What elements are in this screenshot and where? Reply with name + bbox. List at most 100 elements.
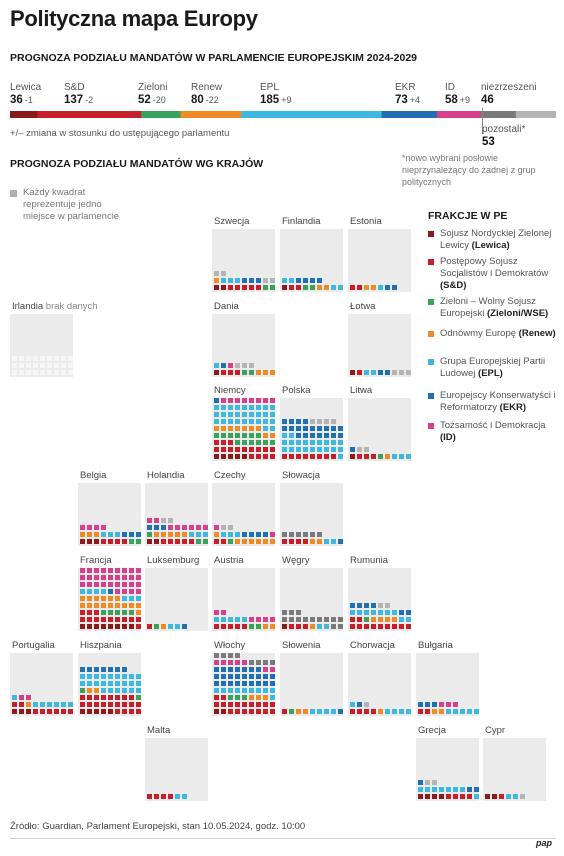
seat-square-sd	[189, 539, 194, 544]
seat-square-epl	[101, 674, 106, 679]
seat-square-epl	[263, 426, 268, 431]
seat-square-epl	[364, 370, 369, 375]
country-tile-belgia	[78, 483, 141, 546]
seat-square-sd	[310, 454, 315, 459]
seat-square-id	[175, 525, 180, 530]
country-label-finlandia: Finlandia	[282, 216, 321, 227]
seat-square-renew	[371, 617, 376, 622]
seat-square-sd	[115, 702, 120, 707]
seat-square-epl	[221, 412, 226, 417]
seat-square-epl	[460, 709, 465, 714]
seat-square-epl	[310, 447, 315, 452]
seat-square-epl	[136, 674, 141, 679]
country-label-cypr: Cypr	[485, 725, 505, 736]
seat-square-id	[249, 398, 254, 403]
seat-square-zieloni	[154, 624, 159, 629]
seat-square-sd	[80, 695, 85, 700]
seat-square-ekr	[94, 667, 99, 672]
seat-square-ekr	[101, 667, 106, 672]
seat-square-sd	[214, 702, 219, 707]
seat-square-epl	[122, 688, 127, 693]
seat-square-sd	[168, 794, 173, 799]
seat-placeholder	[68, 356, 73, 361]
seat-square-lewica	[87, 709, 92, 714]
seat-square-pozostali	[425, 780, 430, 785]
seat-square-epl	[214, 405, 219, 410]
country-tile-lotwa	[348, 314, 411, 377]
seat-square-epl	[256, 405, 261, 410]
country-label-lotwa: Łotwa	[350, 301, 375, 312]
key-item-text: Postępowy Sojusz Socjalistów i Demokrató…	[440, 256, 549, 279]
group-epl: EPL 185 +9	[260, 82, 291, 107]
seat-placeholder	[54, 370, 59, 375]
seat-square-sd	[221, 440, 226, 445]
seat-square-pozostali	[364, 702, 369, 707]
seat-square-renew	[94, 532, 99, 537]
change-note: +/– zmiana w stosunku do ustępującego pa…	[10, 128, 230, 139]
seat-square-epl	[406, 617, 411, 622]
seat-square-pozostali	[317, 419, 322, 424]
seat-square-epl	[242, 412, 247, 417]
seat-square-ekr	[87, 667, 92, 672]
seat-square-epl	[331, 447, 336, 452]
seat-square-ekr	[399, 610, 404, 615]
seat-square-epl	[228, 419, 233, 424]
seat-square-ekr	[242, 532, 247, 537]
seat-square-epl	[324, 447, 329, 452]
seat-square-epl	[513, 794, 518, 799]
country-tile-malta	[145, 738, 208, 801]
seat-square-sd	[317, 454, 322, 459]
seat-square-renew	[228, 426, 233, 431]
seat-square-sd	[453, 794, 458, 799]
seat-square-sd	[256, 454, 261, 459]
seat-square-sd	[270, 454, 275, 459]
seat-square-epl	[357, 610, 362, 615]
seat-square-sd	[249, 454, 254, 459]
seat-square-renew	[385, 454, 390, 459]
key-item: Postępowy Sojusz Socjalistów i Demokrató…	[440, 256, 560, 292]
key-item: Tożsamość i Demokracja (ID)	[440, 420, 560, 444]
country-tile-cypr	[483, 738, 546, 801]
seat-square-pozostali	[406, 370, 411, 375]
seat-square-niezrzeszeni	[235, 653, 240, 658]
country-name: Włochy	[214, 640, 246, 651]
seat-square-epl	[94, 681, 99, 686]
seat-square-sd	[256, 702, 261, 707]
seat-square-lewica	[154, 539, 159, 544]
seat-square-sd	[282, 454, 287, 459]
seat-square-pozostali	[168, 518, 173, 523]
seat-square-sd	[115, 709, 120, 714]
seat-square-ekr	[214, 398, 219, 403]
seat-square-lewica	[122, 624, 127, 629]
country-label-litwa: Litwa	[350, 385, 372, 396]
others-value: 53	[482, 136, 495, 148]
seat-square-sd	[357, 454, 362, 459]
seat-square-pozostali	[331, 419, 336, 424]
seat-square-lewica	[80, 539, 85, 544]
country-name: Belgia	[80, 470, 107, 481]
seat-square-niezrzeszeni	[310, 532, 315, 537]
seat-square-ekr	[235, 667, 240, 672]
seat-square-id	[270, 398, 275, 403]
group-name: Renew	[191, 82, 223, 93]
seat-square-sd	[256, 447, 261, 452]
seat-square-epl	[338, 440, 343, 445]
seat-square-epl	[270, 695, 275, 700]
seat-square-renew	[154, 532, 159, 537]
seat-square-renew	[87, 596, 92, 601]
seat-square-epl	[317, 447, 322, 452]
key-swatch	[428, 423, 434, 429]
country-tile-niemcy	[212, 398, 275, 461]
seat-square-ekr	[289, 426, 294, 431]
seat-square-renew	[129, 603, 134, 608]
seat-square-sd	[101, 617, 106, 622]
seat-square-id	[147, 518, 152, 523]
country-label-grecja: Grecja	[418, 725, 446, 736]
seat-square-sd	[357, 285, 362, 290]
country-name: Szwecja	[214, 216, 250, 227]
seat-square-epl	[385, 610, 390, 615]
seat-square-sd	[350, 624, 355, 629]
seat-square-epl	[263, 405, 268, 410]
seat-square-id	[108, 582, 113, 587]
country-name: Estonia	[350, 216, 382, 227]
